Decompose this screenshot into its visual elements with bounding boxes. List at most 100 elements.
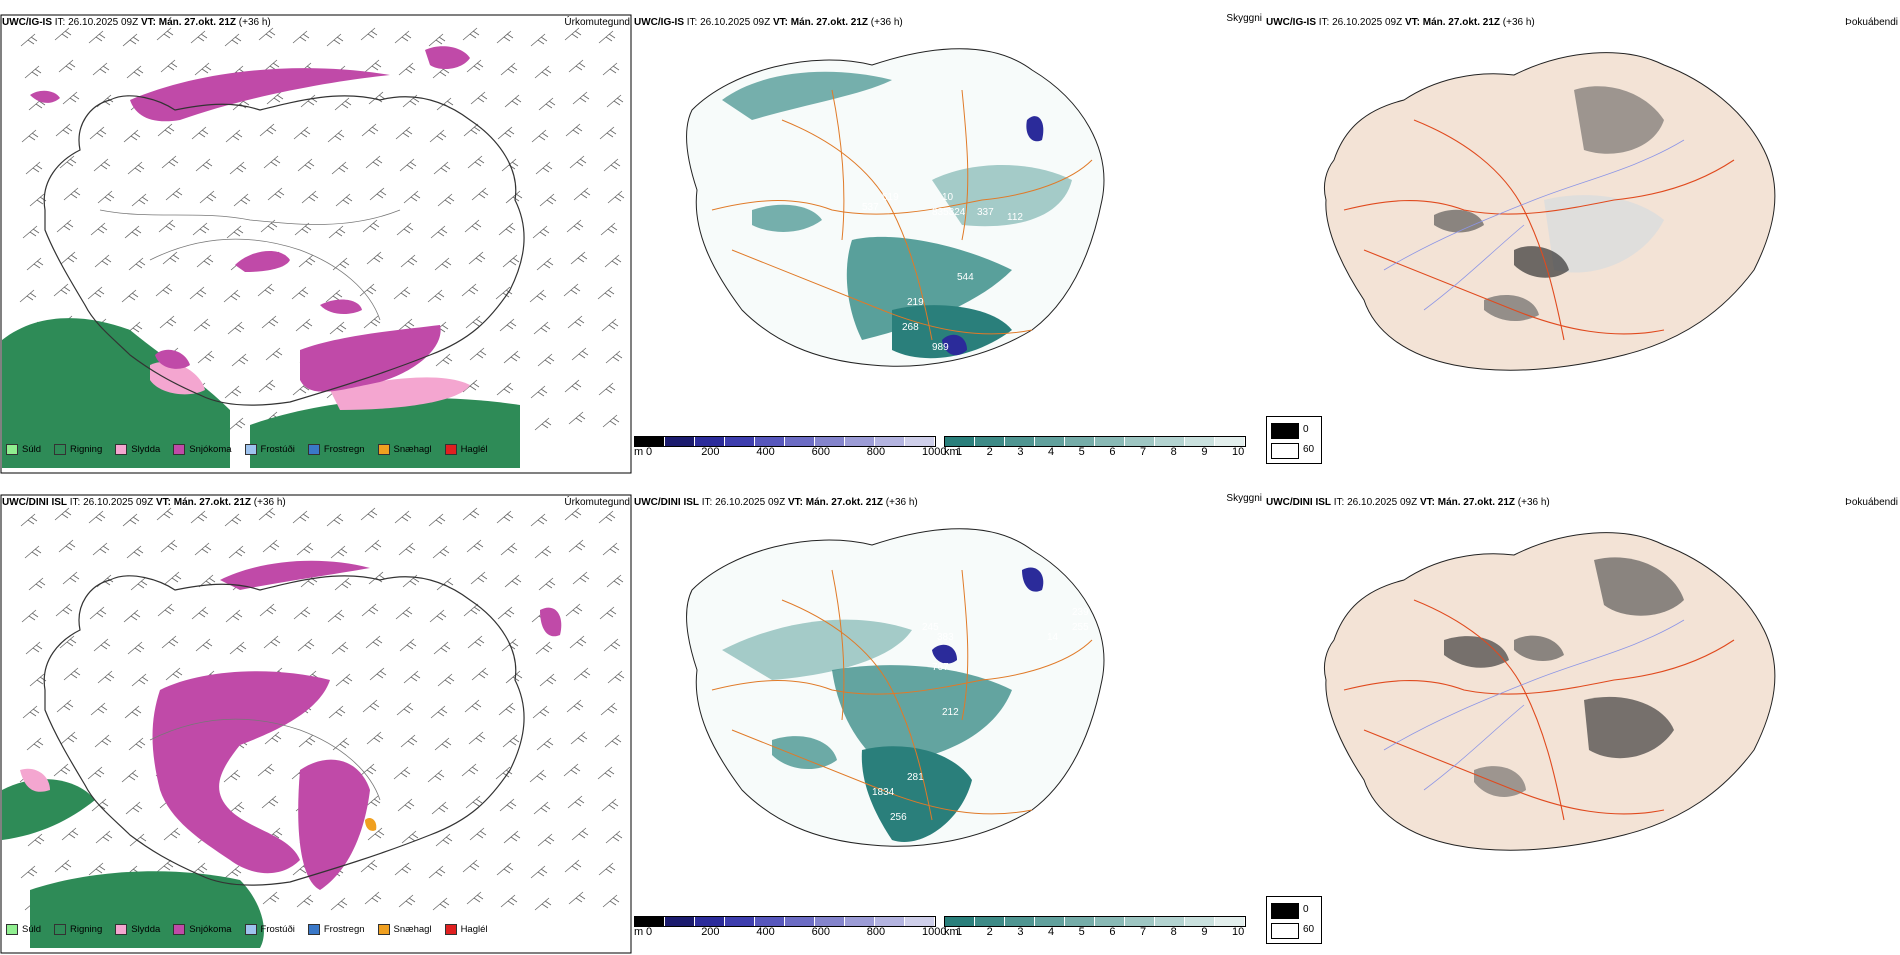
wind-barb: [22, 705, 40, 719]
wind-barb: [532, 225, 550, 239]
wind-barb: [298, 254, 316, 268]
legend-label: Rigning: [70, 924, 103, 935]
coastline: [43, 575, 525, 886]
wind-barb: [536, 257, 554, 271]
wind-barb: [598, 510, 616, 524]
wind-barb: [503, 350, 521, 364]
height-unit: m: [634, 926, 644, 938]
wind-barb: [434, 737, 452, 751]
wind-barb: [263, 635, 281, 649]
colorbar-tick: 7: [1140, 926, 1147, 938]
wind-barb: [504, 574, 522, 588]
colorbar-tick: 4: [1048, 446, 1055, 458]
wind-barb: [435, 833, 453, 847]
snow-area: [425, 46, 470, 70]
wind-barb: [163, 827, 181, 841]
wind-barb: [563, 763, 581, 777]
wind-barb: [126, 65, 144, 79]
model-name: UWC/DINI ISL: [1266, 497, 1331, 508]
legend-item: Frostúði: [244, 924, 295, 935]
visibility-colorbar: [944, 436, 1246, 447]
wind-barb: [330, 545, 348, 559]
wind-barb: [537, 353, 555, 367]
snow-area: [300, 325, 441, 392]
model-name: UWC/IG-IS: [2, 17, 52, 28]
wind-barb: [331, 641, 349, 655]
wind-barb: [498, 702, 516, 716]
vis-label: 544: [957, 272, 974, 283]
colorbar-segment: [905, 437, 935, 446]
legend-swatch: [115, 444, 128, 455]
wind-barb: [225, 609, 243, 623]
vis-label: 767: [932, 662, 949, 673]
legend-swatch: [244, 444, 257, 455]
wind-barb: [297, 638, 315, 652]
wind-barb: [497, 126, 515, 140]
wind-barb: [607, 190, 625, 204]
wind-barb: [131, 673, 149, 687]
wind-barb: [326, 33, 344, 47]
colorbar-segment: [1125, 437, 1155, 446]
wind-barb: [603, 638, 621, 652]
wind-barb: [364, 539, 382, 553]
wind-barb: [361, 603, 379, 617]
visibility-labels: 245 383 767 212 281 1834 256 239 255 14: [872, 607, 1089, 823]
colorbar-tick: 1000: [922, 446, 947, 458]
visibility-colorbar: [944, 916, 1246, 927]
wind-barb: [471, 187, 489, 201]
colorbar-segment: [875, 437, 905, 446]
wind-barb: [571, 827, 589, 841]
wind-barb: [469, 347, 487, 361]
wind-barb: [29, 673, 47, 687]
colorbar-segment: [1155, 917, 1185, 926]
colorbar-segment: [1065, 917, 1095, 926]
wind-barb: [598, 382, 616, 396]
wind-barb: [572, 91, 590, 105]
panel-title: Þokuábendi: [1845, 497, 1898, 508]
wind-barb: [296, 542, 314, 556]
wind-barb: [24, 65, 42, 79]
it-label: IT:: [54, 17, 66, 28]
wind-barb: [58, 59, 76, 73]
wind-barb: [122, 513, 140, 527]
wind-barb: [597, 766, 615, 780]
fog-swatch-max: [1271, 923, 1299, 939]
wind-barb: [363, 315, 381, 329]
colorbar-segment: [635, 917, 665, 926]
panel-title: Þokuábendi: [1845, 17, 1898, 28]
wind-barb: [568, 411, 586, 425]
low-vis-area: [932, 165, 1072, 227]
wind-barb: [505, 190, 523, 204]
wind-barb: [22, 225, 40, 239]
fog-max-label: 60: [1303, 444, 1315, 455]
vis-label: 255: [1072, 622, 1089, 633]
wind-barb: [503, 830, 521, 844]
model-name: UWC/DINI ISL: [2, 497, 67, 508]
wind-barb: [20, 865, 38, 879]
wind-barb: [367, 827, 385, 841]
wind-barb: [155, 283, 173, 297]
wind-barb: [162, 251, 180, 265]
wind-barb: [261, 315, 279, 329]
wind-barb: [223, 289, 241, 303]
wind-barb: [54, 507, 72, 521]
legend-label: Haglél: [460, 444, 488, 455]
wind-barb: [258, 507, 276, 521]
lead-time: (+36 h): [1517, 497, 1550, 508]
wind-barb: [156, 507, 174, 521]
wind-barb: [399, 158, 417, 172]
wind-barb: [231, 353, 249, 367]
wind-barb: [190, 862, 208, 876]
wind-barb: [264, 731, 282, 745]
wind-barb: [228, 545, 246, 559]
wind-barb: [600, 702, 618, 716]
wind-barb: [396, 702, 414, 716]
wind-barb: [27, 833, 45, 847]
visibility-map: 537 519 835324 337 112 544 219 268 989 1…: [686, 48, 1105, 367]
wind-barb: [296, 894, 314, 908]
legend-label: Slydda: [131, 924, 161, 935]
colorbar-tick: 9: [1201, 446, 1208, 458]
wind-barb: [295, 318, 313, 332]
legend-label: Súld: [22, 444, 42, 455]
wind-barb: [462, 379, 480, 393]
